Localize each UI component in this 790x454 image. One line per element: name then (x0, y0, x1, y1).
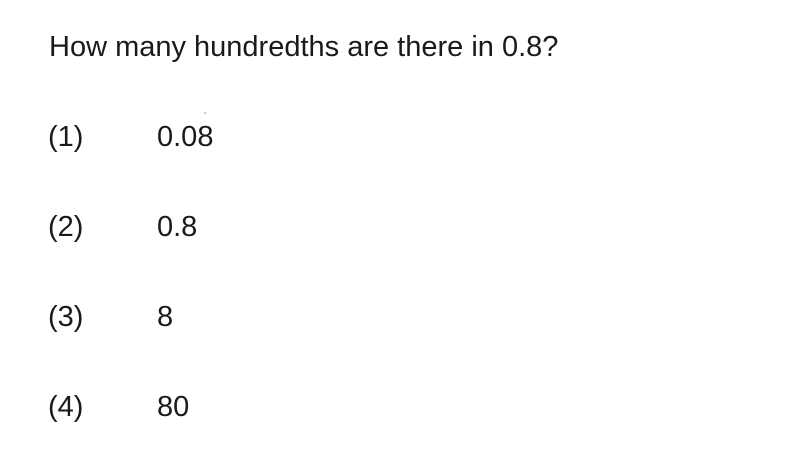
option-number: (2) (48, 211, 84, 243)
option-value: 80 (157, 391, 190, 423)
scan-speck (204, 112, 206, 114)
option-number: (3) (48, 301, 84, 333)
question-text: How many hundredths are there in 0.8? (49, 31, 559, 63)
option-value: 0.08 (157, 121, 214, 153)
option-value: 0.8 (157, 211, 198, 243)
option-number: (1) (48, 121, 84, 153)
option-value: 8 (157, 301, 174, 333)
option-number: (4) (48, 391, 84, 423)
